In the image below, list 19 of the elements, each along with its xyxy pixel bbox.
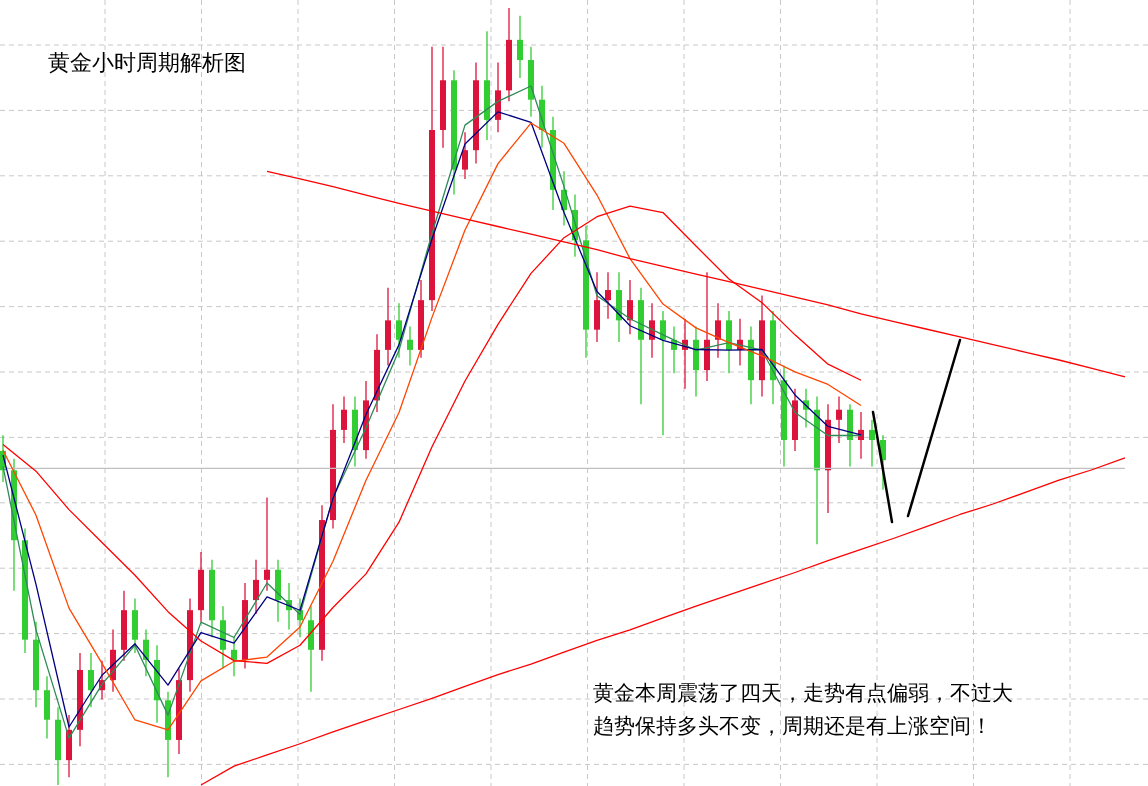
candlestick	[715, 302, 721, 359]
candlestick	[605, 271, 611, 320]
candlestick	[660, 310, 666, 436]
candlestick	[396, 302, 402, 359]
candlestick	[341, 395, 347, 444]
candlestick	[649, 302, 655, 359]
candlestick	[143, 628, 149, 677]
candlestick	[231, 636, 237, 677]
text: 黄金小时周期解析图	[48, 50, 246, 75]
candlestick	[462, 131, 468, 180]
candlestick	[836, 395, 842, 444]
candlestick	[517, 15, 523, 79]
candlestick	[88, 652, 94, 708]
annotation: 黄金本周震荡了四天，走势有点偏弱，不过大趋势保持多头不变，周期还是有上涨空间！	[593, 681, 1013, 738]
candlestick	[264, 496, 270, 592]
candlestick	[869, 419, 875, 468]
candlestick	[627, 279, 633, 335]
candlestick	[407, 325, 413, 367]
candlestick	[253, 559, 259, 615]
